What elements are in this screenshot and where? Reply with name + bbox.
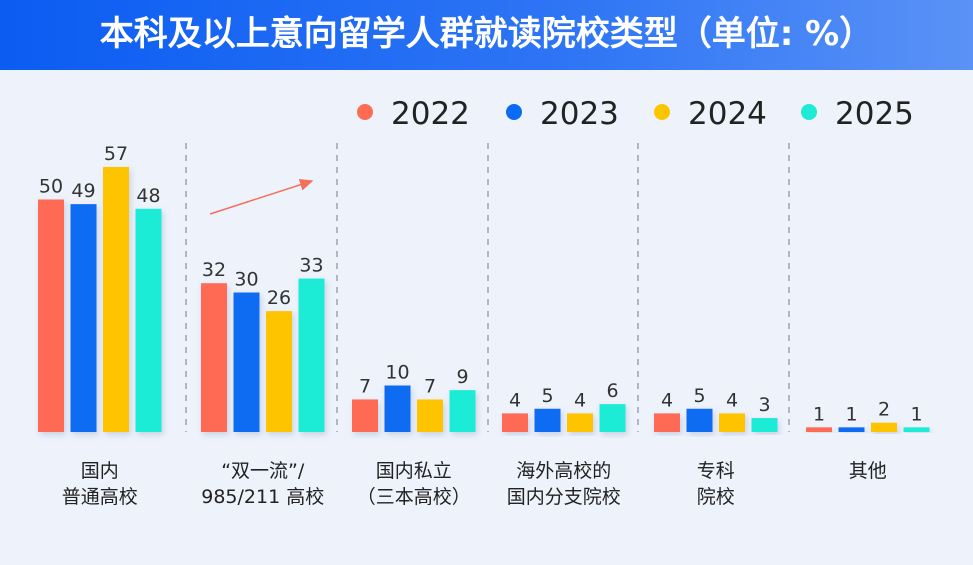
data-label-2023-5: 1 <box>845 403 857 425</box>
bar-2022-4 <box>654 413 680 432</box>
data-label-2025-5: 1 <box>910 403 922 425</box>
data-label-2024-4: 4 <box>726 389 738 411</box>
bar-2025-0 <box>135 208 162 432</box>
bar-2024-1 <box>266 311 292 432</box>
legend-marker-2023 <box>506 104 522 120</box>
data-label-2023-2: 10 <box>385 362 409 384</box>
category-label-4: 院校 <box>697 486 735 508</box>
legend-marker-2022 <box>357 104 373 120</box>
data-label-2025-1: 33 <box>299 255 323 277</box>
category-label-0: 国内 <box>81 460 119 482</box>
bar-2022-0 <box>38 199 64 432</box>
data-label-2024-0: 57 <box>104 143 128 165</box>
data-label-2023-0: 49 <box>71 180 95 202</box>
data-label-2024-5: 2 <box>878 399 890 421</box>
bar-2023-0 <box>70 204 97 432</box>
bar-2023-1 <box>233 292 260 432</box>
category-label-2: （三本高校） <box>357 486 471 508</box>
legend-label-2023: 2023 <box>540 96 619 132</box>
bar-2022-5 <box>806 427 832 432</box>
data-label-2025-2: 9 <box>456 366 468 388</box>
bar-2024-2 <box>417 399 443 432</box>
legend-label-2025: 2025 <box>835 96 914 132</box>
bar-2025-2 <box>449 390 476 432</box>
bar-2023-5 <box>838 427 865 432</box>
data-label-2022-4: 4 <box>661 389 673 411</box>
category-label-1: “双一流”/ <box>221 460 305 482</box>
data-label-2022-1: 32 <box>202 259 226 281</box>
category-label-0: 普通高校 <box>62 486 138 508</box>
bar-2024-4 <box>719 413 745 432</box>
bar-2023-3 <box>534 408 561 432</box>
chart-title: 本科及以上意向留学人群就读院校类型（单位: %） <box>99 14 874 54</box>
data-label-2025-0: 48 <box>136 185 160 207</box>
data-label-2024-1: 26 <box>267 287 291 309</box>
trend-arrow-icon <box>209 178 314 215</box>
data-label-2023-3: 5 <box>541 385 553 407</box>
category-label-1: 985/211 高校 <box>201 486 324 508</box>
bar-2023-4 <box>686 408 713 432</box>
category-label-4: 专科 <box>697 460 735 482</box>
bar-2022-3 <box>502 413 528 432</box>
legend-label-2022: 2022 <box>391 96 470 132</box>
data-label-2025-3: 6 <box>606 380 618 402</box>
data-label-2023-4: 5 <box>693 385 705 407</box>
data-label-2025-4: 3 <box>758 394 770 416</box>
data-label-2022-3: 4 <box>509 389 521 411</box>
data-label-2022-2: 7 <box>359 375 371 397</box>
category-label-3: 海外高校的 <box>516 460 611 482</box>
data-label-2024-3: 4 <box>574 389 586 411</box>
bar-2025-4 <box>751 418 778 432</box>
bar-2023-2 <box>384 385 411 432</box>
legend-marker-2025 <box>801 104 817 120</box>
title-banner <box>0 0 973 70</box>
bar-2024-5 <box>871 422 897 432</box>
data-label-2022-5: 1 <box>813 403 825 425</box>
data-label-2024-2: 7 <box>424 375 436 397</box>
bar-2022-1 <box>201 283 227 432</box>
bar-2024-0 <box>103 166 129 432</box>
bar-2022-2 <box>352 399 378 432</box>
category-label-5: 其他 <box>849 460 887 482</box>
legend-label-2024: 2024 <box>688 96 767 132</box>
data-label-2023-1: 30 <box>234 269 258 291</box>
data-label-2022-0: 50 <box>39 176 63 198</box>
bar-2025-5 <box>903 427 930 432</box>
category-label-2: 国内私立 <box>376 460 452 482</box>
category-label-3: 国内分支院校 <box>507 486 621 508</box>
bar-2024-3 <box>567 413 593 432</box>
legend-marker-2024 <box>654 104 670 120</box>
bar-2025-3 <box>599 404 626 432</box>
bar-2025-1 <box>298 278 325 432</box>
